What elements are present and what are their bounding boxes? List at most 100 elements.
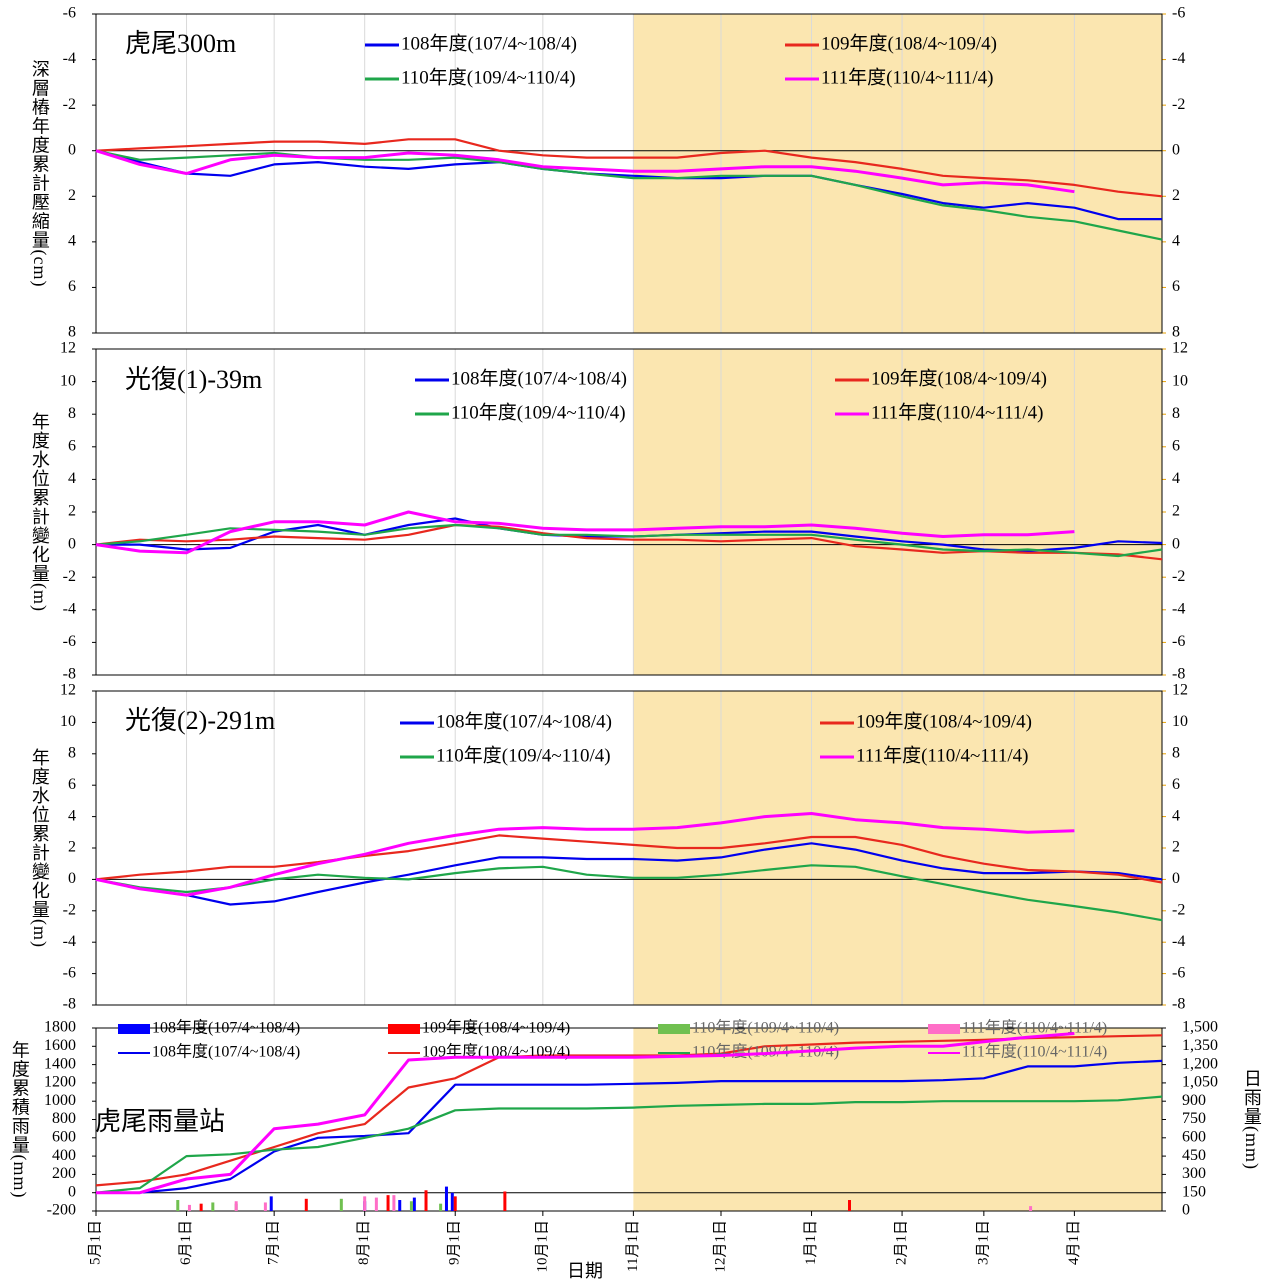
x-tick-label: 10月1日 [534,1220,550,1273]
series-line [95,149,1075,194]
legend-label: 110年度(109/4~110/4) [436,744,611,766]
x-tick-label: 9月1日 [447,1220,463,1265]
x-tick-label: 3月1日 [975,1220,991,1265]
plot-frame [95,13,1163,334]
series-line [95,812,1075,897]
y2-tick-label: -8 [1172,996,1185,1013]
plot-frame [95,690,1163,1006]
y-tick-label: 1800 [44,1019,76,1036]
legend-label: 110年度(109/4~110/4) [451,401,626,423]
series-line [96,1059,1163,1194]
y2-tick-label: -6 [1172,964,1185,981]
y-tick-label: 6 [68,278,76,295]
y-tick-label: 8 [68,744,76,761]
y-tick-label: -6 [63,633,76,650]
y2-tick-label: 4 [1172,807,1180,824]
legend-label: 109年度(108/4~109/4) [871,367,1047,389]
y2-tick-label: -2 [1172,568,1185,585]
y-tick-label: 600 [52,1128,76,1145]
bar [211,1202,215,1211]
y-tick-label: 1600 [44,1037,76,1054]
highlight-region [633,1028,1162,1211]
bar [269,1196,273,1211]
legend-label: 111年度(110/4~111/4) [871,401,1043,423]
bar [453,1196,457,1211]
y2-tick-label: 4 [1172,470,1180,487]
axis-title: 深層樁年度累計壓縮量(cm) [29,59,50,287]
highlight-region [633,349,1162,675]
series-line [95,1095,1163,1194]
y2-tick-label: 4 [1172,233,1180,250]
legend-label: 109年度(108/4~109/4) [821,32,997,54]
axis-title: 日雨量(mm) [1241,1069,1262,1170]
y-tick-label: 1200 [44,1074,76,1091]
legend-label: 108年度(107/4~108/4) [152,1019,300,1037]
y2-tick-label: -6 [1172,5,1185,22]
series-line [95,149,1162,221]
x-tick-label: 11月1日 [625,1220,641,1272]
y2-tick-label: 12 [1172,682,1188,699]
y2-tick-label: 8 [1172,405,1180,422]
bar [176,1200,180,1211]
bar [392,1195,396,1211]
series-line [95,523,1163,558]
bar [199,1203,203,1211]
y-tick-label: 2 [68,187,76,204]
y-tick-label: -4 [63,600,76,617]
y-tick-label: -6 [63,5,76,22]
y2-tick-label: 8 [1172,744,1180,761]
bar [1029,1206,1033,1211]
x-tick-label: 7月1日 [266,1220,282,1265]
panel-title: 虎尾雨量站 [95,1107,225,1136]
y-tick-label: 12 [60,340,76,357]
y2-tick-label: 1,350 [1182,1037,1218,1054]
y2-tick-label: 12 [1172,340,1188,357]
y2-tick-label: 2 [1172,503,1180,520]
legend-swatch [928,1024,960,1034]
y-tick-label: -8 [63,996,76,1013]
y2-tick-label: 0 [1172,870,1180,887]
y-tick-label: 10 [60,372,76,389]
y-tick-label: 10 [60,713,76,730]
bar [439,1203,443,1211]
series-line [95,834,1163,884]
legend-swatch [118,1024,150,1034]
y2-tick-label: 150 [1182,1183,1206,1200]
x-tick-label: 4月1日 [1066,1220,1082,1265]
y-tick-label: -2 [63,96,76,113]
y-tick-label: -200 [47,1202,76,1219]
panel-title: 光復(2)-291m [125,706,275,735]
legend-label: 111年度(110/4~111/4) [856,744,1028,766]
legend-swatch [388,1024,420,1034]
bar [848,1200,852,1211]
y2-tick-label: 300 [1182,1165,1206,1182]
y-tick-label: 0 [68,870,76,887]
series-line [95,842,1163,906]
legend-label: 108年度(107/4~108/4) [152,1043,300,1061]
y2-tick-label: -6 [1172,633,1185,650]
axis-title: 年度累積雨量(mm) [9,1040,30,1198]
legend-swatch [658,1024,690,1034]
y2-tick-label: 2 [1172,839,1180,856]
bar [263,1202,267,1211]
y-tick-label: 6 [68,776,76,793]
legend-label: 109年度(108/4~109/4) [856,710,1032,732]
series-line [96,1032,1075,1195]
y2-tick-label: 750 [1182,1110,1206,1127]
x-tick-label: 6月1日 [178,1220,194,1265]
y-tick-label: 8 [68,324,76,341]
bar [374,1197,378,1211]
bar [304,1198,308,1211]
y2-tick-label: -8 [1172,666,1185,683]
y-tick-label: 0 [68,1183,76,1200]
series-line [95,1034,1163,1187]
y-tick-label: 0 [68,535,76,552]
legend-label: 108年度(107/4~108/4) [401,32,577,54]
y-tick-label: 12 [60,682,76,699]
y2-tick-label: 600 [1182,1128,1206,1145]
y2-tick-label: -4 [1172,933,1185,950]
y2-tick-label: 6 [1172,278,1180,295]
y-tick-label: 400 [52,1147,76,1164]
y2-tick-label: 450 [1182,1147,1206,1164]
